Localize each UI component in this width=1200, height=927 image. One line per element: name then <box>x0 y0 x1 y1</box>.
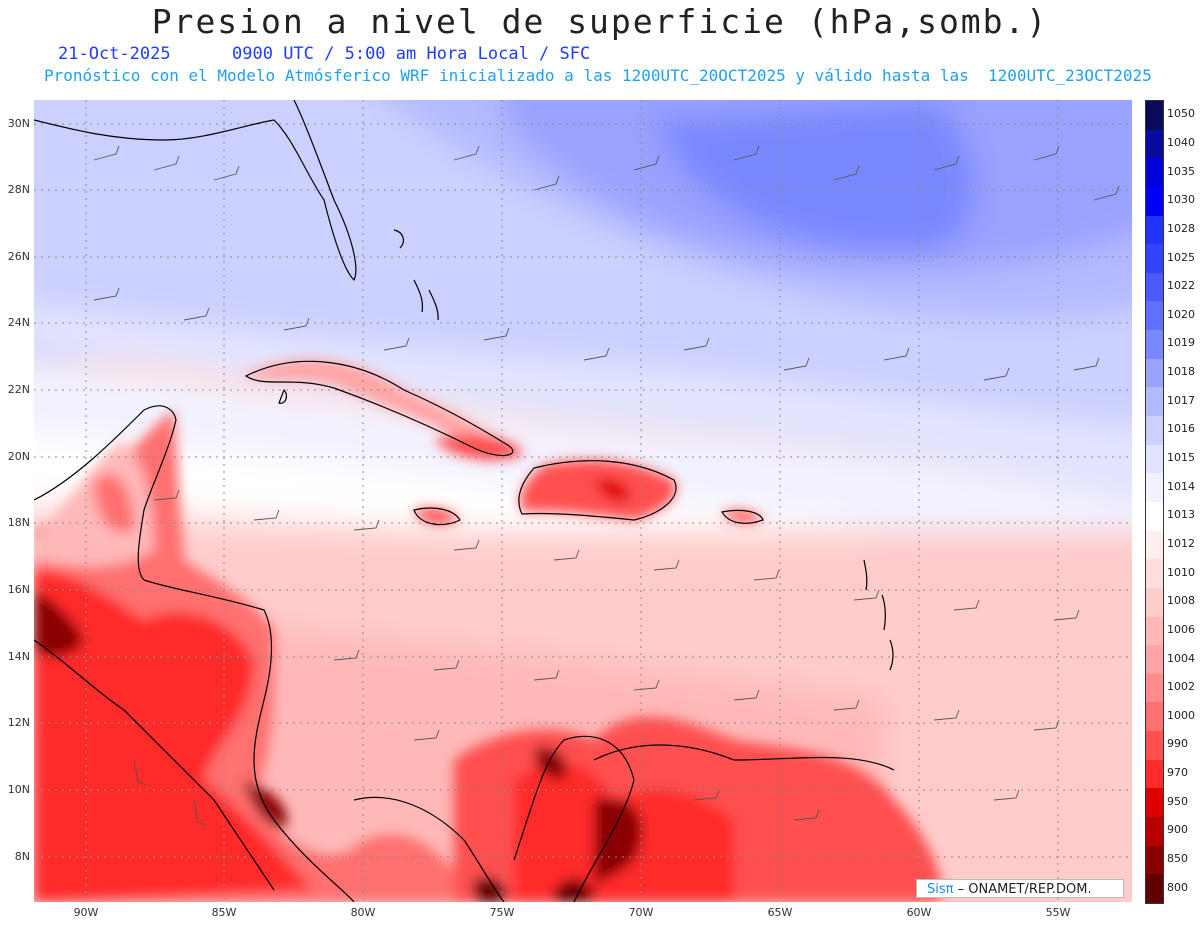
map-title: Presion a nivel de superficie (hPa,somb.… <box>151 2 1049 41</box>
coastlines <box>34 100 895 902</box>
colorbar-label-970: 970 <box>1167 766 1188 780</box>
lat-label-30n: 30N <box>7 117 30 130</box>
colorbar-label-1018: 1018 <box>1167 365 1195 379</box>
pi-icon: π <box>945 882 954 897</box>
colorbar-label-1017: 1017 <box>1167 393 1195 407</box>
lon-label-60w: 60W <box>906 906 932 919</box>
colorbar-swatch-1035 <box>1146 158 1163 187</box>
colorbar-label-1035: 1035 <box>1167 164 1195 178</box>
colorbar-swatch-1015 <box>1146 444 1163 474</box>
colorbar-label-1050: 1050 <box>1167 107 1195 121</box>
colorbar-swatch-1016 <box>1146 416 1163 445</box>
lat-label-12n: 12N <box>7 716 30 729</box>
colorbar-label-1002: 1002 <box>1167 680 1195 694</box>
valid-time: 0900 UTC / 5:00 am Hora Local / SFC <box>232 44 591 64</box>
pressure-map <box>34 100 1132 902</box>
colorbar-label-1010: 1010 <box>1167 565 1195 579</box>
colorbar-swatch-950 <box>1146 788 1163 818</box>
colorbar-swatch-1022 <box>1146 272 1163 302</box>
colorbar-swatch-1014 <box>1146 473 1163 502</box>
colorbar-swatch-850 <box>1146 845 1163 875</box>
colorbar-label-1016: 1016 <box>1167 422 1195 436</box>
colorbar-label-1028: 1028 <box>1167 221 1195 235</box>
lat-label-22n: 22N <box>7 383 30 396</box>
forecast-date: 21-Oct-2025 <box>58 44 171 64</box>
colorbar-swatch-990 <box>1146 731 1163 760</box>
colorbar-swatch-800 <box>1146 874 1163 903</box>
colorbar-label-900: 900 <box>1167 823 1188 837</box>
lat-label-28n: 28N <box>7 183 30 196</box>
lat-label-10n: 10N <box>7 783 30 796</box>
colorbar-label-1006: 1006 <box>1167 622 1195 636</box>
colorbar-swatch-1012 <box>1146 530 1163 560</box>
colorbar-swatch-970 <box>1146 759 1163 789</box>
colorbar-swatch-1040 <box>1146 129 1163 159</box>
colorbar-label-1000: 1000 <box>1167 708 1195 722</box>
colorbar-swatch-1020 <box>1146 301 1163 331</box>
lat-label-16n: 16N <box>7 583 30 596</box>
credit-text: – ONAMET/REP.DOM. <box>953 882 1092 897</box>
forecast-date-time: 21-Oct-2025 0900 UTC / 5:00 am Hora Loca… <box>58 44 590 64</box>
lon-label-90w: 90W <box>73 906 99 919</box>
credit-badge: Sisπ – ONAMET/REP.DOM. <box>916 879 1124 898</box>
lon-label-85w: 85W <box>211 906 237 919</box>
colorbar-label-950: 950 <box>1167 794 1188 808</box>
colorbar-label-1019: 1019 <box>1167 336 1195 350</box>
colorbar-swatch-1025 <box>1146 244 1163 273</box>
pressure-colorbar <box>1145 100 1164 904</box>
brand-sis: Sis <box>927 882 946 897</box>
colorbar-swatch-1000 <box>1146 702 1163 732</box>
colorbar-swatch-1018 <box>1146 358 1163 388</box>
colorbar-label-1015: 1015 <box>1167 451 1195 465</box>
colorbar-label-1008: 1008 <box>1167 594 1195 608</box>
lat-label-18n: 18N <box>7 516 30 529</box>
colorbar-label-1040: 1040 <box>1167 135 1195 149</box>
colorbar-label-800: 800 <box>1167 880 1188 894</box>
colorbar-swatch-1028 <box>1146 215 1163 245</box>
colorbar-label-850: 850 <box>1167 852 1188 866</box>
graticule <box>34 100 1132 902</box>
lat-label-26n: 26N <box>7 250 30 263</box>
colorbar-swatch-1008 <box>1146 587 1163 617</box>
colorbar-label-1025: 1025 <box>1167 250 1195 264</box>
colorbar-swatch-1006 <box>1146 616 1163 646</box>
wind-barbs <box>93 145 1120 826</box>
colorbar-label-1020: 1020 <box>1167 307 1195 321</box>
colorbar-swatch-900 <box>1146 817 1163 846</box>
lat-label-8n: 8N <box>14 850 30 863</box>
pressure-map-svg <box>34 100 1132 902</box>
colorbar-swatch-1017 <box>1146 387 1163 417</box>
lon-label-70w: 70W <box>628 906 654 919</box>
colorbar-label-1022: 1022 <box>1167 279 1195 293</box>
colorbar-swatch-1030 <box>1146 186 1163 216</box>
colorbar-swatch-1013 <box>1146 501 1163 531</box>
colorbar-label-1013: 1013 <box>1167 508 1195 522</box>
colorbar-swatch-1004 <box>1146 645 1163 674</box>
lon-label-80w: 80W <box>350 906 376 919</box>
colorbar-label-1004: 1004 <box>1167 651 1195 665</box>
forecast-note: Pronóstico con el Modelo Atmósferico WRF… <box>44 66 1152 85</box>
colorbar-swatch-1050 <box>1146 101 1163 130</box>
colorbar-swatch-1010 <box>1146 559 1163 588</box>
colorbar-label-1030: 1030 <box>1167 193 1195 207</box>
colorbar-swatch-1002 <box>1146 673 1163 703</box>
colorbar-label-1014: 1014 <box>1167 479 1195 493</box>
lon-label-75w: 75W <box>489 906 515 919</box>
colorbar-label-990: 990 <box>1167 737 1188 751</box>
lat-label-20n: 20N <box>7 450 30 463</box>
lon-label-55w: 55W <box>1045 906 1071 919</box>
lat-label-14n: 14N <box>7 650 30 663</box>
colorbar-label-1012: 1012 <box>1167 536 1195 550</box>
lat-label-24n: 24N <box>7 316 30 329</box>
lon-label-65w: 65W <box>767 906 793 919</box>
colorbar-swatch-1019 <box>1146 330 1163 359</box>
